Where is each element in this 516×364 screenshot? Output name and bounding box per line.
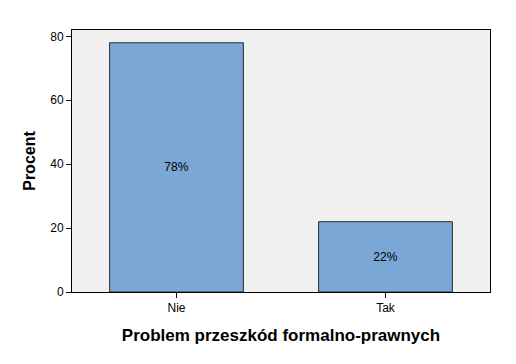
svg-text:0: 0 [57, 285, 64, 299]
svg-text:Procent: Procent [21, 131, 38, 191]
svg-text:80: 80 [50, 30, 64, 44]
svg-text:20: 20 [50, 221, 64, 235]
svg-text:22%: 22% [373, 250, 397, 264]
svg-text:78%: 78% [164, 160, 188, 174]
svg-text:Nie: Nie [167, 301, 185, 315]
svg-text:Tak: Tak [376, 301, 396, 315]
svg-text:Problem przeszkód formalno-pra: Problem przeszkód formalno-prawnych [122, 326, 440, 345]
svg-text:40: 40 [50, 157, 64, 171]
svg-text:60: 60 [50, 93, 64, 107]
